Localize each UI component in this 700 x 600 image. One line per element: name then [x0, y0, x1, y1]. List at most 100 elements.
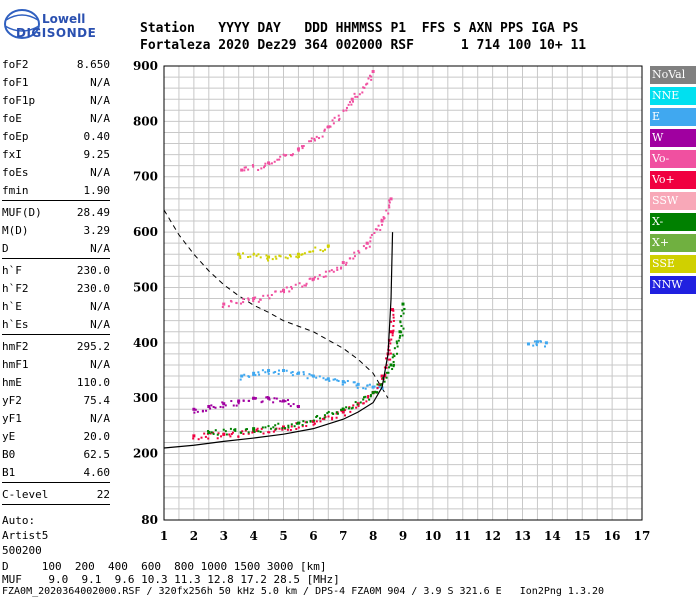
- param-row: h`E N/A: [2, 300, 110, 318]
- echo-trace-point: [389, 358, 392, 361]
- echo-trace-point: [230, 432, 233, 435]
- echo-trace-point: [322, 275, 325, 278]
- echo-trace-point: [301, 147, 304, 150]
- echo-trace-point: [216, 437, 219, 440]
- param-row: hmF1 N/A: [2, 358, 110, 376]
- echo-trace-point: [379, 384, 382, 387]
- echo-trace-point: [383, 217, 386, 220]
- param-separator: [2, 200, 110, 201]
- echo-trace-point: [389, 363, 393, 367]
- legend-item: X-: [650, 213, 696, 231]
- echo-trace-point: [219, 405, 222, 408]
- echo-trace-point: [340, 266, 343, 269]
- echo-trace-point: [254, 397, 257, 400]
- echo-trace-point: [387, 371, 390, 374]
- echo-trace-point: [366, 82, 369, 85]
- echo-trace-point: [366, 384, 369, 387]
- echo-trace-point: [345, 261, 348, 264]
- echo-trace-point: [252, 427, 256, 431]
- echo-trace-point: [369, 395, 372, 398]
- echo-trace-point: [201, 409, 204, 412]
- echo-trace-point: [287, 424, 290, 427]
- echo-trace-point: [356, 95, 359, 98]
- legend-item: Vo-: [650, 150, 696, 168]
- echo-trace-point: [365, 83, 368, 86]
- echo-trace-point: [396, 345, 399, 348]
- echo-trace-point: [264, 162, 267, 165]
- echo-trace-point: [244, 428, 247, 431]
- echo-trace-point: [289, 255, 292, 258]
- echo-trace-point: [281, 428, 284, 431]
- echo-trace-point: [268, 297, 271, 300]
- echo-trace-point: [310, 140, 313, 143]
- echo-trace-point: [335, 412, 338, 415]
- echo-trace-point: [249, 255, 252, 258]
- echo-trace-point: [214, 406, 217, 409]
- echo-trace-point: [270, 162, 273, 165]
- param-value: N/A: [90, 94, 110, 107]
- echo-trace-point: [400, 324, 403, 327]
- echo-trace-point: [357, 405, 360, 408]
- x-tick-label: 10: [425, 529, 442, 543]
- echo-trace-point: [265, 254, 268, 257]
- echo-trace-point: [336, 412, 339, 415]
- echo-trace-point: [346, 379, 349, 382]
- param-name: yF2: [2, 394, 22, 407]
- echo-trace-point: [335, 416, 338, 419]
- echo-trace-point: [306, 377, 309, 380]
- echo-trace-point: [272, 401, 275, 404]
- echo-trace-point: [393, 355, 396, 358]
- echo-trace-point: [252, 297, 256, 301]
- param-name: fxI: [2, 148, 22, 161]
- echo-trace-point: [362, 398, 365, 401]
- param-value: N/A: [90, 112, 110, 125]
- echo-trace-point: [367, 395, 370, 398]
- echo-trace-point: [362, 402, 365, 405]
- echo-trace-point: [391, 368, 394, 371]
- echo-trace-point: [363, 396, 366, 399]
- echo-trace-point: [240, 374, 244, 378]
- echo-trace-point: [316, 414, 319, 417]
- echo-trace-point: [354, 401, 357, 404]
- echo-trace-point: [254, 296, 257, 299]
- param-name: hmF2: [2, 340, 29, 353]
- param-value: 4.60: [83, 466, 111, 479]
- echo-trace-point: [194, 408, 197, 411]
- echo-trace-point: [383, 366, 386, 369]
- echo-trace-point: [355, 384, 358, 387]
- distance-row: D 100 200 400 600 800 1000 1500 3000 [km…: [2, 560, 327, 573]
- echo-trace-point: [242, 399, 245, 402]
- param-row: B1 4.60: [2, 466, 110, 484]
- echo-trace-point: [380, 374, 384, 378]
- echo-trace-point: [278, 158, 281, 161]
- plot-frame: [163, 65, 643, 521]
- x-tick-label: 1: [160, 529, 168, 543]
- echo-trace-point: [210, 431, 213, 434]
- param-row: foF1 N/A: [2, 76, 110, 94]
- param-row: foEs N/A: [2, 166, 110, 184]
- echo-trace-point: [396, 352, 399, 355]
- echo-trace-point: [388, 349, 391, 352]
- param-value: N/A: [90, 242, 110, 255]
- param-value: N/A: [90, 318, 110, 331]
- echo-trace-point: [323, 418, 326, 421]
- echo-trace-point: [275, 257, 278, 260]
- echo-trace-point: [339, 267, 342, 270]
- echo-trace-point: [297, 149, 300, 152]
- legend-item: SSE: [650, 255, 696, 273]
- echo-trace-point: [359, 401, 362, 404]
- echo-trace-point: [267, 259, 270, 262]
- echo-trace-point: [247, 431, 250, 434]
- echo-trace-point: [237, 435, 240, 438]
- echo-trace-point: [229, 435, 232, 438]
- echo-trace-point: [284, 400, 287, 403]
- echo-trace-point: [229, 299, 232, 302]
- echo-trace-point: [355, 406, 358, 409]
- echo-trace-point: [337, 119, 340, 122]
- echo-trace-point: [277, 422, 280, 425]
- file-info-line: FZA0M_2020364002000.RSF / 320fx256h 50 k…: [2, 586, 605, 597]
- x-tick-label: 4: [249, 529, 257, 543]
- echo-trace-point: [401, 309, 404, 312]
- echo-trace-point: [344, 263, 347, 266]
- echo-trace-point: [318, 417, 321, 420]
